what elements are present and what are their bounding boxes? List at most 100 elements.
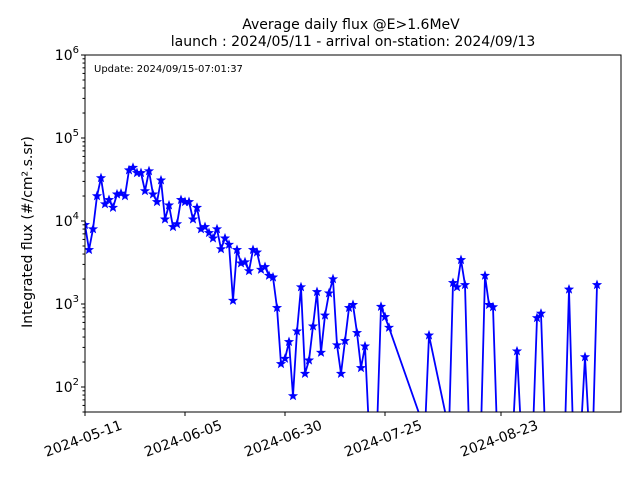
y-tick-label-base: 10 [55,380,73,396]
y-tick-label-base: 10 [55,131,73,147]
flux-data-point [139,185,151,196]
flux-data-point [283,336,295,347]
plot-area [85,162,603,412]
flux-data-point [359,340,371,351]
flux-data-point [511,345,523,356]
update-timestamp: Update: 2024/09/15-07:01:37 [94,64,243,75]
flux-data-point [455,254,467,265]
y-axis-label-text: Integrated flux (#/cm².s.sr) [20,136,36,328]
y-tick-label: 103 [55,294,79,313]
x-tick-label: 2024-06-30 [242,418,324,461]
y-tick-label: 105 [55,128,79,147]
flux-data-point [127,162,139,172]
flux-data-point [275,358,287,369]
flux-data-point [591,279,603,290]
flux-data-point [247,244,259,255]
flux-data-point [327,273,339,284]
flux-data-point [203,227,215,238]
y-tick-label: 104 [55,211,79,230]
flux-data-point [483,299,495,310]
y-tick-label-exponent: 2 [73,377,79,388]
flux-data-point [199,221,211,232]
flux-data-point [223,239,235,249]
x-tick-label: 2024-05-11 [42,418,124,461]
flux-data-point [215,243,227,254]
flux-data-point [227,295,239,305]
flux-data-point [147,188,159,199]
plot-frame [84,54,622,413]
flux-data-point [315,347,327,357]
flux-data-point [311,286,323,297]
flux-data-point [323,287,335,298]
flux-data-point [355,362,367,373]
flux-data-point [383,322,395,332]
flux-data-point [85,219,91,230]
flux-data-point [231,244,243,255]
flux-data-point [85,244,95,255]
flux-data-point [579,351,591,362]
series-group [85,162,603,412]
flux-data-point [287,390,299,401]
y-tick-label: 106 [55,45,79,64]
flux-data-point [299,368,311,378]
flux-data-point [291,325,303,336]
flux-data-point [303,354,315,365]
flux-data-point [135,167,147,178]
flux-data-point [171,218,183,229]
flux-data-point [347,299,359,310]
flux-data-point [531,312,543,323]
flux-data-point [423,329,435,340]
flux-data-point [159,213,171,224]
flux-data-point [243,265,255,276]
y-tick-label-base: 10 [55,297,73,313]
y-tick-label-base: 10 [55,214,73,230]
flux-data-point [119,190,131,201]
flux-data-point [183,196,195,207]
flux-data-point [175,194,187,205]
flux-data-point [487,301,499,312]
flux-data-point [163,199,175,210]
flux-data-point [267,271,279,282]
flux-data-point [451,281,463,292]
x-tick-label: 2024-07-25 [342,418,424,461]
y-tick-label-base: 10 [55,48,73,64]
flux-data-point [375,301,387,311]
flux-data-point [351,327,363,338]
flux-data-point [151,196,163,207]
flux-data-point [191,202,203,212]
flux-series-line [85,166,598,412]
flux-data-point [103,194,115,205]
y-tick-label: 102 [55,377,79,396]
flux-data-point [335,368,347,378]
flux-data-point [87,223,99,234]
flux-data-point [211,223,223,234]
chart-title: Average daily flux @E>1.6MeV [242,17,460,33]
y-tick-label-exponent: 5 [73,128,79,139]
flux-data-point [319,309,331,320]
y-axis-label: Integrated flux (#/cm².s.sr) [20,136,36,328]
flux-data-point [279,353,291,363]
flux-data-point [331,339,343,350]
flux-data-point [251,246,263,257]
flux-data-point [259,261,271,272]
x-tick-label: 2024-08-23 [458,418,540,461]
flux-data-point [91,190,103,201]
flux-data-point [535,308,547,318]
flux-data-point [95,172,107,183]
flux-data-point [479,270,491,280]
flux-data-point [115,188,127,198]
y-tick-label-exponent: 4 [73,211,79,222]
flux-data-point [239,256,251,267]
flux-data-point [207,232,219,243]
flux-data-point [459,279,471,290]
chart-subtitle: launch : 2024/05/11 - arrival on-station… [171,34,536,50]
flux-data-point [99,198,111,209]
x-tick-label: 2024-06-05 [142,418,224,461]
flux-data-point [339,335,351,346]
flux-data-point [271,302,283,313]
flux-data-point [295,281,307,292]
flux-data-point [219,232,231,243]
flux-data-point [107,202,119,212]
y-tick-label-exponent: 6 [73,45,79,56]
